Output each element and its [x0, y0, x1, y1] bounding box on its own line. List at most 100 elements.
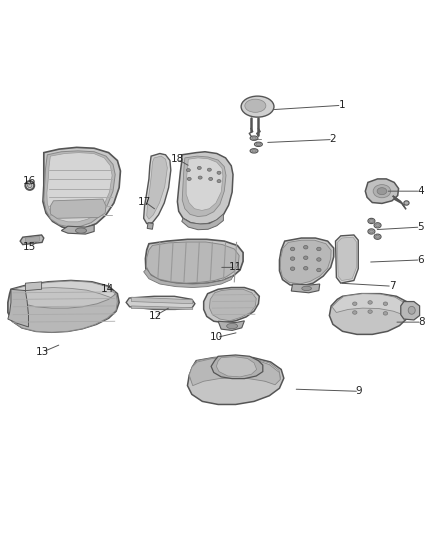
Ellipse shape	[317, 258, 321, 261]
Ellipse shape	[256, 143, 261, 146]
Ellipse shape	[353, 311, 357, 314]
Text: 9: 9	[356, 386, 363, 397]
Text: 2: 2	[329, 134, 336, 144]
Polygon shape	[13, 281, 115, 298]
Polygon shape	[280, 240, 331, 284]
Polygon shape	[147, 223, 153, 229]
Ellipse shape	[368, 310, 372, 313]
Ellipse shape	[369, 230, 373, 233]
Polygon shape	[20, 235, 44, 245]
Ellipse shape	[374, 223, 381, 228]
Polygon shape	[401, 302, 420, 320]
Ellipse shape	[369, 220, 373, 222]
Polygon shape	[182, 214, 223, 230]
Polygon shape	[216, 357, 257, 377]
Polygon shape	[147, 156, 167, 219]
Ellipse shape	[208, 177, 213, 181]
Ellipse shape	[375, 235, 379, 238]
Polygon shape	[47, 152, 112, 222]
Polygon shape	[365, 179, 399, 204]
Circle shape	[28, 183, 32, 188]
Polygon shape	[187, 356, 284, 405]
Ellipse shape	[241, 96, 274, 117]
Ellipse shape	[304, 246, 308, 249]
Ellipse shape	[250, 149, 258, 153]
Polygon shape	[189, 357, 280, 384]
Text: 7: 7	[389, 281, 396, 291]
Ellipse shape	[217, 180, 221, 183]
Ellipse shape	[408, 306, 415, 314]
Polygon shape	[43, 147, 120, 229]
Polygon shape	[144, 154, 171, 223]
Polygon shape	[25, 282, 42, 290]
Ellipse shape	[290, 247, 295, 251]
Text: 5: 5	[417, 222, 424, 232]
Polygon shape	[131, 306, 193, 310]
Ellipse shape	[208, 168, 212, 171]
Text: 13: 13	[36, 347, 49, 357]
Ellipse shape	[374, 234, 381, 239]
Text: 8: 8	[418, 317, 425, 327]
Ellipse shape	[198, 176, 202, 179]
Ellipse shape	[368, 229, 375, 234]
Ellipse shape	[302, 286, 311, 290]
Polygon shape	[218, 321, 244, 330]
Polygon shape	[8, 289, 28, 327]
Ellipse shape	[290, 257, 295, 260]
Text: 14: 14	[101, 284, 114, 294]
Ellipse shape	[250, 136, 258, 140]
Polygon shape	[8, 280, 119, 332]
Ellipse shape	[304, 256, 308, 260]
Ellipse shape	[245, 99, 266, 112]
Polygon shape	[332, 294, 406, 314]
Polygon shape	[61, 225, 94, 234]
Polygon shape	[146, 242, 239, 283]
Ellipse shape	[197, 166, 201, 169]
Polygon shape	[126, 296, 195, 310]
Ellipse shape	[304, 266, 308, 270]
Polygon shape	[25, 236, 39, 243]
Ellipse shape	[187, 168, 191, 172]
Polygon shape	[291, 284, 320, 293]
Ellipse shape	[375, 224, 379, 227]
Polygon shape	[211, 355, 263, 378]
Ellipse shape	[217, 171, 221, 174]
Polygon shape	[279, 238, 334, 286]
Ellipse shape	[227, 324, 237, 329]
Ellipse shape	[187, 177, 191, 181]
Ellipse shape	[383, 312, 388, 315]
Ellipse shape	[368, 301, 372, 304]
Polygon shape	[144, 269, 233, 287]
Polygon shape	[177, 152, 233, 224]
Ellipse shape	[377, 188, 387, 195]
Text: 17: 17	[138, 197, 151, 207]
Ellipse shape	[368, 219, 375, 223]
Ellipse shape	[383, 302, 388, 305]
Ellipse shape	[317, 247, 321, 251]
Polygon shape	[182, 156, 226, 216]
Polygon shape	[337, 237, 357, 280]
Ellipse shape	[76, 228, 86, 233]
Polygon shape	[145, 239, 243, 284]
Text: 16: 16	[23, 176, 36, 186]
Ellipse shape	[373, 184, 391, 198]
Polygon shape	[12, 294, 117, 332]
Polygon shape	[189, 358, 280, 386]
Polygon shape	[336, 235, 358, 283]
Text: 12: 12	[149, 311, 162, 320]
Ellipse shape	[290, 267, 295, 270]
Ellipse shape	[404, 201, 409, 205]
Polygon shape	[204, 287, 259, 322]
Polygon shape	[186, 158, 223, 211]
Text: 4: 4	[417, 186, 424, 196]
Ellipse shape	[254, 142, 262, 147]
Polygon shape	[209, 289, 256, 321]
Text: 18: 18	[171, 154, 184, 164]
Polygon shape	[329, 294, 410, 334]
Polygon shape	[44, 151, 115, 227]
Text: 1: 1	[338, 100, 345, 110]
Ellipse shape	[353, 302, 357, 305]
Text: 6: 6	[417, 255, 424, 265]
Text: 11: 11	[229, 262, 242, 272]
Polygon shape	[131, 297, 193, 304]
